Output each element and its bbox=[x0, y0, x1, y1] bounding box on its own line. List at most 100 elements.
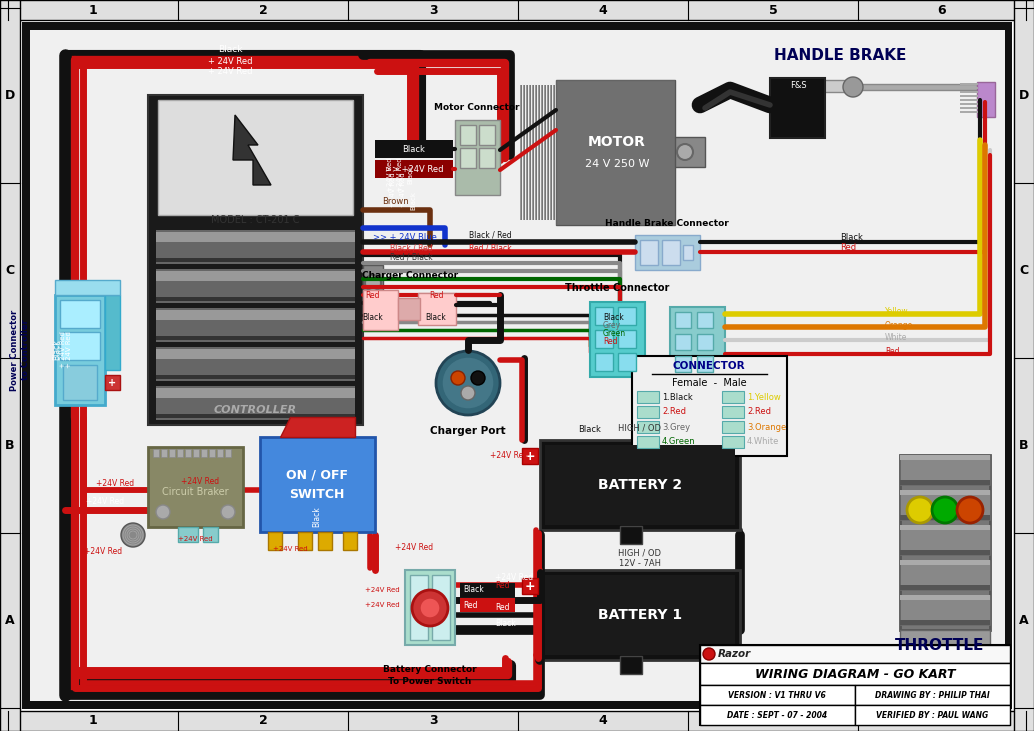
Bar bbox=[522, 578, 538, 594]
Text: I: I bbox=[629, 529, 633, 542]
Circle shape bbox=[451, 371, 465, 385]
Bar bbox=[640, 240, 658, 265]
Bar bbox=[960, 83, 978, 85]
Bar bbox=[522, 448, 538, 464]
Bar bbox=[683, 245, 693, 260]
Text: Black: Black bbox=[603, 314, 624, 322]
Bar bbox=[722, 436, 744, 448]
Text: Black: Black bbox=[410, 191, 416, 210]
Bar bbox=[977, 82, 995, 117]
Text: Red: Red bbox=[495, 580, 510, 589]
Circle shape bbox=[907, 497, 933, 523]
Text: Red: Red bbox=[495, 604, 510, 613]
Bar bbox=[960, 87, 978, 89]
Text: + 24V Red: + 24V Red bbox=[66, 332, 72, 368]
Bar bbox=[260, 437, 375, 532]
Text: Red / Black: Red / Black bbox=[390, 252, 432, 262]
Text: Red / Black: Red / Black bbox=[468, 243, 511, 252]
Bar bbox=[343, 532, 357, 550]
Text: 4.Green: 4.Green bbox=[662, 437, 696, 447]
Circle shape bbox=[442, 357, 494, 409]
Text: THROTTLE: THROTTLE bbox=[895, 637, 984, 653]
Bar bbox=[590, 302, 645, 377]
Bar bbox=[148, 447, 243, 527]
Bar bbox=[722, 406, 744, 418]
Bar bbox=[225, 449, 231, 457]
Text: +24V Red: +24V Red bbox=[387, 158, 393, 192]
Text: +24V Red: +24V Red bbox=[365, 602, 400, 608]
Text: Red: Red bbox=[463, 600, 478, 610]
Circle shape bbox=[703, 648, 714, 660]
Bar bbox=[670, 307, 725, 372]
Bar bbox=[60, 300, 100, 328]
Text: +24V Red: +24V Red bbox=[400, 173, 406, 208]
Text: Black: Black bbox=[407, 165, 413, 184]
Text: VERSION : V1 THRU V6: VERSION : V1 THRU V6 bbox=[728, 691, 826, 700]
Text: Black: Black bbox=[312, 507, 322, 527]
Bar bbox=[455, 120, 500, 195]
Bar bbox=[460, 125, 476, 145]
Bar bbox=[156, 232, 355, 242]
Text: 4.White: 4.White bbox=[747, 437, 780, 447]
Bar bbox=[55, 280, 120, 295]
Bar bbox=[618, 330, 636, 348]
Bar bbox=[193, 449, 199, 457]
Circle shape bbox=[843, 77, 863, 97]
Text: + 24V Red: + 24V Red bbox=[208, 67, 252, 77]
Text: 3: 3 bbox=[429, 714, 437, 727]
Bar bbox=[148, 95, 363, 425]
Bar bbox=[900, 455, 990, 485]
Bar bbox=[700, 705, 855, 725]
Bar bbox=[156, 336, 355, 340]
Bar bbox=[161, 449, 168, 457]
Text: B: B bbox=[1020, 439, 1029, 452]
Circle shape bbox=[461, 386, 475, 400]
Circle shape bbox=[436, 351, 500, 415]
Bar bbox=[177, 449, 183, 457]
Text: Throttle Connector: Throttle Connector bbox=[565, 283, 669, 293]
Bar bbox=[632, 356, 787, 456]
Bar bbox=[900, 595, 990, 625]
Circle shape bbox=[957, 497, 983, 523]
Text: Black: Black bbox=[218, 45, 242, 55]
Text: + 24V Red: + 24V Red bbox=[208, 58, 252, 67]
Bar bbox=[460, 148, 476, 168]
Bar bbox=[0, 0, 1034, 20]
Text: Black / Red: Black / Red bbox=[468, 230, 511, 240]
Text: 4: 4 bbox=[599, 4, 607, 17]
Bar bbox=[156, 230, 355, 264]
Bar bbox=[900, 455, 990, 630]
Bar bbox=[156, 269, 355, 303]
Bar bbox=[520, 85, 522, 220]
Bar bbox=[620, 526, 642, 544]
Text: +24V Red: +24V Red bbox=[397, 158, 403, 192]
Text: I: I bbox=[629, 659, 633, 672]
Bar bbox=[432, 575, 450, 640]
Text: +24V Red: +24V Red bbox=[96, 479, 134, 488]
Text: A: A bbox=[1020, 614, 1029, 627]
Text: >> + 24V Blue: >> + 24V Blue bbox=[373, 233, 437, 243]
Text: +24V Red: +24V Red bbox=[84, 548, 122, 556]
Bar bbox=[595, 330, 613, 348]
Bar bbox=[405, 570, 455, 645]
Bar bbox=[637, 421, 659, 433]
Bar bbox=[298, 532, 312, 550]
Bar bbox=[900, 560, 990, 590]
Bar bbox=[697, 312, 713, 328]
Bar bbox=[722, 391, 744, 403]
Text: + 24V Red: + 24V Red bbox=[60, 332, 66, 368]
Bar bbox=[418, 293, 456, 325]
Polygon shape bbox=[280, 417, 355, 437]
Bar bbox=[156, 347, 355, 381]
Text: 3.Grey: 3.Grey bbox=[662, 423, 690, 431]
Bar bbox=[538, 85, 540, 220]
Text: HIGH / OD
12V - 7AH: HIGH / OD 12V - 7AH bbox=[618, 548, 662, 568]
Bar bbox=[547, 85, 549, 220]
Bar bbox=[553, 85, 555, 220]
Bar bbox=[545, 575, 735, 655]
Bar bbox=[595, 307, 613, 325]
Bar bbox=[637, 436, 659, 448]
Bar bbox=[556, 80, 675, 225]
Bar bbox=[156, 297, 355, 301]
Bar bbox=[900, 585, 990, 590]
